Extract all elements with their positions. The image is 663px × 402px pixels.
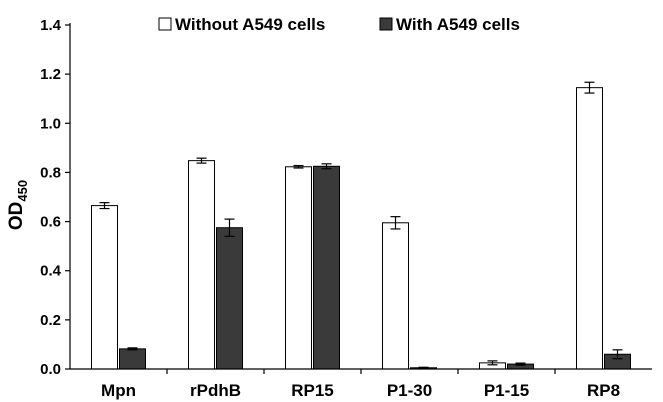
x-tick-label: Mpn xyxy=(101,381,136,400)
y-tick-label: 0.8 xyxy=(40,164,61,181)
bar-without-a549-rpdhb xyxy=(188,160,215,370)
legend-swatch xyxy=(379,17,393,31)
y-tick-label: 0.0 xyxy=(40,361,61,378)
bar-without-a549-rp15 xyxy=(285,166,312,370)
legend-label: Without A549 cells xyxy=(175,15,325,34)
y-axis-label-subscript: 450 xyxy=(15,180,30,202)
y-tick-label: 0.4 xyxy=(40,263,62,280)
x-axis: Mpn rPdhB RP15 P1-30 P1-15 RP8 xyxy=(70,368,652,400)
bar-with-a549-rp15 xyxy=(313,165,340,370)
y-axis-label: OD450 xyxy=(6,180,30,230)
x-tick-label: P1-15 xyxy=(484,381,529,400)
x-tick-label: rPdhB xyxy=(190,381,241,400)
legend-label: With A549 cells xyxy=(396,15,520,34)
y-axis-label-main: OD xyxy=(6,202,27,231)
bar-with-a549-mpn xyxy=(119,348,146,370)
legend: Without A549 cells With A549 cells xyxy=(158,15,520,34)
y-tick-label: 0.6 xyxy=(40,214,61,231)
bars xyxy=(91,81,631,370)
x-tick-label: RP15 xyxy=(291,381,334,400)
y-tick-label: 0.2 xyxy=(40,312,61,329)
x-tick-label: RP8 xyxy=(587,381,620,400)
legend-swatch xyxy=(158,17,172,31)
bar-without-a549-p1-30 xyxy=(382,222,409,370)
y-tick-label: 1.2 xyxy=(40,66,61,83)
bar-without-a549-mpn xyxy=(91,205,118,370)
bar-without-a549-rp8 xyxy=(576,87,603,370)
y-tick-label: 1.0 xyxy=(40,115,61,132)
y-axis: 0.0 0.2 0.4 0.6 0.8 1.0 1.2 1.4 xyxy=(40,17,71,378)
x-tick-label: P1-30 xyxy=(387,381,432,400)
bar-with-a549-rpdhb xyxy=(216,227,243,370)
y-tick-label: 1.4 xyxy=(40,17,62,34)
